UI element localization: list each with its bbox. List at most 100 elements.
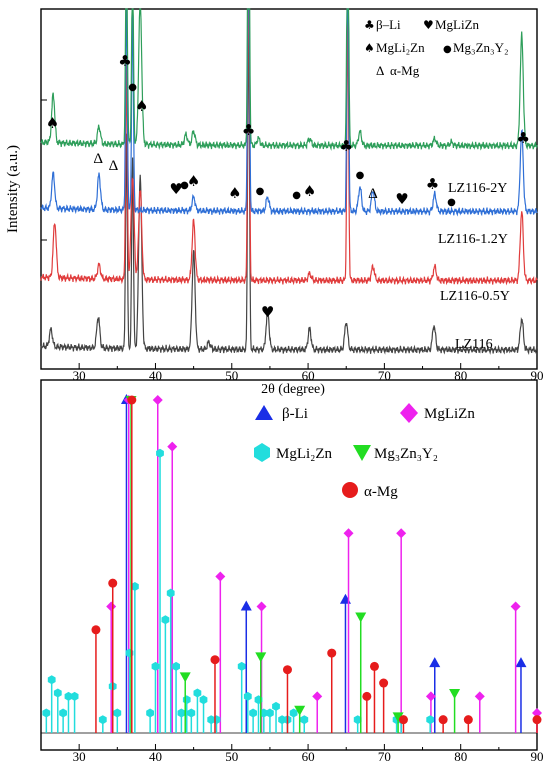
top-tick-label-5: 80 <box>454 368 467 383</box>
phase-annotations: ♠Δ Δ♣●♠♥●♠♠♣● ● ♠♣●Δ ♥♣●♣♥ <box>46 52 530 321</box>
legend-label-beta-li: β–Li <box>376 17 401 32</box>
phase-annotation-12: ● <box>292 190 301 201</box>
stem-marker-1-12 <box>532 708 542 719</box>
stem-marker-2-8 <box>113 708 122 718</box>
stem-marker-1-7 <box>343 528 354 539</box>
stem-marker-4-0 <box>91 625 101 635</box>
legend-label-mg3zn3y2: Mg₃Zn₃Y₂ <box>453 40 509 55</box>
legend-label-mglizn: MgLiZn <box>435 17 480 32</box>
legend-marker-mg3zn3y2 <box>353 445 371 461</box>
legend-marker-mglizn <box>400 403 418 423</box>
stem-marker-2-2 <box>53 688 62 698</box>
stem-marker-3-1 <box>179 672 191 683</box>
phase-annotation-1: Δ <box>93 151 103 167</box>
bottom-tick-label-1: 40 <box>149 749 162 762</box>
stem-marker-2-0 <box>42 708 51 718</box>
legend-label-mglizn-ref: MgLiZn <box>424 406 475 422</box>
stem-marker-1-6 <box>312 691 323 702</box>
bottom-tick-label-5: 80 <box>454 749 467 762</box>
phase-annotation-6: ♥ <box>169 180 182 198</box>
top-x-ticks: 30 40 50 60 70 80 90 <box>41 99 544 383</box>
phase-annotation-7: ● <box>180 180 189 191</box>
legend-label-beta-li-ref: β-Li <box>282 406 308 422</box>
series-labels: LZ116 LZ116-0.5Y LZ116-1.2Y LZ116-2Y <box>438 181 510 352</box>
top-tick-label-4: 70 <box>378 368 391 383</box>
top-legend: ♣ β–Li ♥ MgLiZn ♠ MgLi₂Zn ● Mg₃Zn₃Y₂ Δ α… <box>364 17 509 78</box>
legend-label-mgli2zn-ref: MgLi₂Zn <box>276 446 333 462</box>
stem-marker-2-17 <box>177 708 186 718</box>
legend-label-alpha-mg-ref: α-Mg <box>364 484 398 500</box>
stem-marker-2-34 <box>300 715 309 725</box>
stem-marker-0-2 <box>339 593 351 604</box>
bottom-tick-label-3: 60 <box>302 749 315 762</box>
stem-marker-1-9 <box>425 691 436 702</box>
phase-annotation-20: ♣ <box>517 129 530 147</box>
phase-annotation-13: ♠ <box>303 182 316 200</box>
stem-marker-4-5 <box>327 648 337 658</box>
xrd-curve-1 <box>40 8 538 286</box>
phase-annotation-19: ● <box>447 197 456 208</box>
reference-peak-stems <box>41 394 542 734</box>
series-label-2: LZ116-1.2Y <box>438 232 508 247</box>
stem-marker-1-5 <box>256 601 267 612</box>
phase-annotation-14: ♣ <box>340 137 353 155</box>
stem-marker-4-8 <box>379 678 389 688</box>
stem-marker-1-10 <box>474 691 485 702</box>
top-y-axis-label: Intensity (a.u.) <box>5 145 21 233</box>
stem-marker-2-6 <box>98 715 107 725</box>
stem-marker-3-3 <box>294 705 306 716</box>
stem-marker-0-3 <box>429 657 441 668</box>
stem-marker-2-14 <box>161 615 170 625</box>
legend-label-alpha-mg: α-Mg <box>390 63 420 78</box>
phase-annotation-10: ♣ <box>242 121 255 139</box>
top-tick-label-1: 40 <box>149 368 162 383</box>
stem-marker-2-10 <box>131 582 139 591</box>
phase-annotation-17: ♥ <box>395 190 408 208</box>
phase-annotation-15: ● <box>356 170 365 181</box>
stem-marker-2-35 <box>353 715 362 725</box>
bottom-tick-label-6: 90 <box>531 749 544 762</box>
stem-marker-4-12 <box>532 715 542 725</box>
stem-marker-2-20 <box>193 688 202 698</box>
top-plot-frame <box>40 8 538 370</box>
stem-marker-2-15 <box>166 588 175 598</box>
phase-annotation-8: ♠ <box>187 172 200 190</box>
series-label-3: LZ116-2Y <box>448 181 507 196</box>
legend-symbol-alpha-mg: Δ <box>376 63 384 78</box>
xrd-curve-0 <box>40 8 538 356</box>
top-tick-label-2: 50 <box>225 368 238 383</box>
legend-label-mgli2zn: MgLi₂Zn <box>376 40 425 55</box>
top-x-axis-label: 2θ (degree) <box>261 382 325 397</box>
series-label-0: LZ116 <box>455 337 493 352</box>
bottom-x-ticks: 30 40 50 60 70 80 90 <box>73 744 544 762</box>
stem-marker-2-23 <box>212 715 221 725</box>
stem-marker-4-7 <box>369 661 379 671</box>
stem-marker-3-4 <box>355 612 367 623</box>
stem-marker-4-2 <box>127 395 137 405</box>
stem-marker-2-5 <box>70 691 79 701</box>
phase-annotation-2: Δ <box>109 158 119 174</box>
legend-marker-beta-li <box>255 405 273 420</box>
legend-label-mg3zn3y2-ref: Mg₃Zn₃Y₂ <box>374 446 438 462</box>
phase-annotation-9: ♠ <box>228 184 241 202</box>
legend-symbol-mgli2zn: ♠ <box>364 41 375 55</box>
stem-marker-2-12 <box>151 661 160 671</box>
top-xrd-patterns <box>40 8 538 356</box>
stem-marker-2-18 <box>182 695 191 705</box>
bottom-tick-label-4: 70 <box>378 749 391 762</box>
stem-marker-4-6 <box>362 691 372 701</box>
stem-marker-2-28 <box>259 708 268 718</box>
phase-annotation-21: ♥ <box>261 303 274 321</box>
stem-marker-2-13 <box>156 448 164 458</box>
phase-annotation-0: ♠ <box>46 114 59 132</box>
bottom-tick-label-2: 50 <box>225 749 238 762</box>
bottom-plot-frame <box>40 379 538 751</box>
legend-symbol-beta-li: ♣ <box>364 18 375 32</box>
top-tick-label-3: 60 <box>302 368 315 383</box>
legend-marker-alpha-mg <box>342 482 358 498</box>
series-label-1: LZ116-0.5Y <box>440 289 510 304</box>
stem-marker-2-38 <box>426 715 435 725</box>
stem-marker-1-0 <box>106 601 117 612</box>
stem-marker-3-2 <box>255 652 267 663</box>
